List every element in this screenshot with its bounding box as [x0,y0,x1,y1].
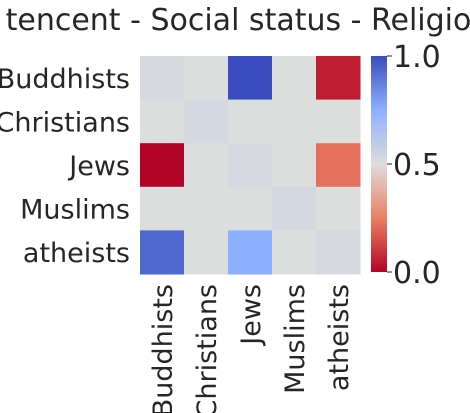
heatmap-cell [316,56,361,101]
heatmap-cell [272,186,317,231]
column-labels: Buddhists Christians Jews Muslims atheists [148,284,355,413]
heatmap-cell [316,186,361,231]
heatmap-cell [272,230,317,275]
chart-title: tencent - Social status - Religion [6,3,470,38]
heatmap-cell [228,143,273,188]
heatmap-cell [140,99,185,144]
colorbar-tick-label: 0.0 [393,256,441,291]
colorbar-tick-label: 0.5 [393,148,441,183]
heatmap-cell [140,143,185,188]
heatmap-cell [184,186,229,231]
heatmap-cell [228,56,273,101]
heatmap-cell [272,99,317,144]
colorbar-ticks: 0.0 0.5 1.0 [387,40,441,291]
heatmap-cell [140,56,185,101]
heatmap-cell [272,56,317,101]
row-labels: Buddhists Christians Jews Muslims atheists [0,64,130,269]
colorbar [371,56,387,272]
row-label: atheists [23,238,130,269]
row-label: Muslims [20,195,130,226]
heatmap-cell [140,186,185,231]
colorbar-tick-label: 1.0 [393,40,441,75]
column-label: Jews [236,284,267,347]
heatmap-cell [228,99,273,144]
column-label: atheists [324,284,355,391]
heatmap-cell [316,230,361,275]
row-label: Jews [67,151,130,182]
row-label: Buddhists [0,64,130,95]
heatmap-cell [272,143,317,188]
row-label: Christians [0,107,130,138]
heatmap-cell [184,99,229,144]
heatmap-cell [184,56,229,101]
column-label: Muslims [280,284,311,394]
heatmap-cell [316,99,361,144]
column-label: Christians [192,284,223,413]
heatmap-cell [228,186,273,231]
heatmap-cell [184,143,229,188]
heatmap-cell [184,230,229,275]
heatmap-cells [140,56,361,275]
column-label: Buddhists [148,284,179,413]
heatmap-cell [316,143,361,188]
heatmap-cell [140,230,185,275]
heatmap-cell [228,230,273,275]
